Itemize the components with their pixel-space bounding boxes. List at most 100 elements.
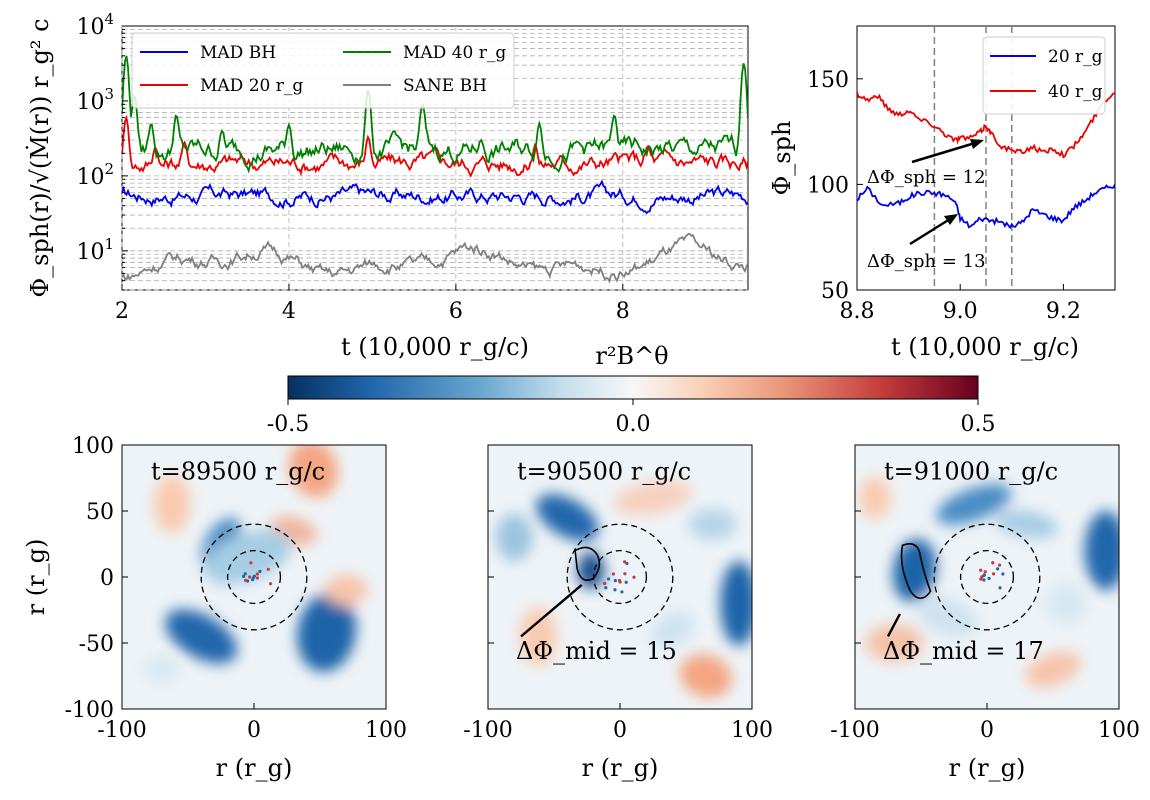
core-detail: [632, 575, 636, 579]
field-blob: [1045, 582, 1088, 625]
series-line-mad-40-r-g: [122, 55, 748, 174]
field-blob: [1084, 511, 1119, 591]
y-tick-label: 103: [76, 85, 114, 115]
field-blob: [916, 596, 978, 638]
core-detail: [269, 582, 273, 586]
radius-circle: [200, 523, 308, 631]
x-tick-label: 0: [613, 718, 627, 743]
core-detail: [982, 578, 986, 582]
colorbar-tick-max: 0.5: [961, 412, 996, 437]
core-detail: [625, 561, 629, 566]
x-tick-label: 0: [247, 718, 261, 743]
legend-label-40rg: 40 r_g: [1048, 82, 1103, 102]
core-detail: [983, 570, 987, 574]
colorbar-tick-mid: 0.0: [616, 412, 651, 437]
legend-label-mad-20: MAD 20 r_g: [200, 76, 303, 96]
heatmap-panels: t=89500 r_g/c -100 0 100 100 50 0 -50 -100 r (r_g…: [22, 434, 1140, 782]
zoom-series-line: [857, 183, 1115, 230]
heatmap-ylabel: r (r_g): [22, 539, 50, 616]
timeseries-xlabel: t (10,000 r_g/c): [341, 333, 529, 361]
field-blob: [858, 476, 891, 519]
heatmap-annotation: ΔΦ_mid = 15: [516, 637, 677, 665]
core-detail: [266, 567, 270, 571]
series-line-sane-bh: [122, 232, 748, 284]
heatmap-panel-1: t=89500 r_g/c -100 0 100 100 50 0 -50 -100 r (r_g…: [22, 434, 407, 782]
zoom-arrowhead-1: [970, 139, 984, 149]
timeseries-lines: [122, 55, 748, 284]
core-detail: [1001, 572, 1005, 576]
heatmap-panel-3: t=91000 r_g/c ΔΦ_mid = 17 -100 0 100 r (r_g): [830, 444, 1140, 782]
field-blob: [936, 484, 1012, 525]
x-tick-label: 9.2: [1046, 299, 1081, 324]
field-blob: [865, 624, 924, 662]
timeseries-legend: MAD BH MAD 20 r_g MAD 40 r_g SANE BH: [131, 32, 515, 109]
core-detail: [249, 561, 253, 565]
x-tick-label: 100: [1098, 718, 1140, 743]
zoom-ticks: 8.8 9.0 9.2 50 100 150: [807, 68, 1081, 324]
x-tick-label: 8: [616, 299, 630, 324]
timeseries-panel: 2 4 6 8 101 102 103 104 MAD BH MAD 20 r_g MAD 4…: [25, 10, 749, 361]
radius-circle: [566, 523, 674, 631]
field-blob: [892, 538, 936, 602]
zoom-lines: [857, 91, 1115, 230]
x-tick-label: 2: [115, 299, 129, 324]
core-detail: [987, 576, 991, 581]
core-detail: [603, 581, 607, 586]
core-detail: [613, 579, 617, 583]
core-detail: [606, 577, 611, 581]
core-detail: [243, 572, 247, 576]
y-tick-label: 50: [86, 500, 114, 525]
core-detail: [604, 586, 608, 590]
core-detail: [244, 578, 248, 582]
core-detail: [979, 568, 983, 572]
field-blob: [519, 607, 557, 666]
core-detail: [991, 561, 995, 565]
legend-label-mad-40: MAD 40 r_g: [403, 43, 506, 63]
core-detail: [618, 580, 622, 584]
field-blob: [165, 609, 238, 664]
colorbar-gradient: [287, 375, 979, 400]
field-blob: [650, 611, 695, 648]
field-blob: [679, 654, 732, 698]
field-blob: [688, 508, 737, 541]
legend-label-20rg: 20 r_g: [1048, 47, 1103, 67]
x-tick-label: 100: [365, 718, 407, 743]
core-detail: [258, 569, 262, 573]
field-blob: [720, 561, 752, 646]
y-tick-label: 101: [76, 235, 114, 265]
core-detail: [991, 572, 996, 576]
x-tick-label: -100: [463, 718, 512, 743]
zoom-series-line: [857, 91, 1115, 159]
heatmap-title: t=89500 r_g/c: [151, 457, 325, 485]
field-blob: [577, 551, 605, 589]
core-detail: [620, 590, 624, 594]
x-tick-label: 9.0: [943, 299, 978, 324]
core-detail: [979, 577, 983, 581]
y-tick-label: 102: [76, 160, 114, 190]
flux-contour: [900, 543, 932, 600]
legend-label-sane-bh: SANE BH: [403, 76, 487, 96]
x-tick-label: 4: [282, 299, 296, 324]
heatmap-xlabel: r (r_g): [216, 754, 293, 782]
core-detail: [982, 573, 986, 577]
x-tick-label: 0: [980, 718, 994, 743]
y-tick-label: 150: [807, 68, 849, 93]
heatmap-panel-2: t=90500 r_g/c ΔΦ_mid = 15 -100 0 100 r (r_g): [463, 444, 773, 782]
x-tick-label: 8.8: [840, 299, 875, 324]
field-blob: [297, 593, 357, 672]
zoom-annotation-2: ΔΦ_sph = 13: [867, 251, 986, 272]
field-blob: [613, 480, 693, 515]
colorbar-label: r²B^θ: [595, 342, 668, 370]
zoom-panel: 8.8 9.0 9.2 50 100 150 20 r_g 40 r_g ΔΦ_sph =…: [768, 25, 1116, 361]
core-detail: [623, 572, 627, 576]
x-tick-label: -100: [830, 718, 879, 743]
core-detail: [255, 572, 259, 576]
core-detail: [611, 572, 615, 576]
field-blob: [1025, 651, 1081, 688]
core-detail: [248, 575, 252, 579]
zoom-arrowhead-2: [944, 214, 958, 225]
y-tick-label: 104: [76, 10, 114, 40]
timeseries-grid: [121, 26, 748, 291]
core-detail: [623, 560, 627, 564]
heatmap-annotation: ΔΦ_mid = 17: [883, 637, 1044, 665]
